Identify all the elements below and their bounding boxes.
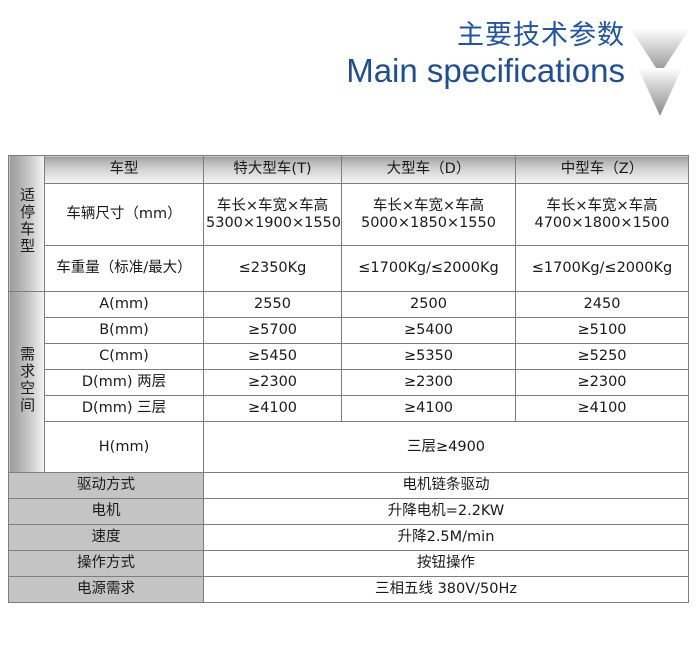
cell-dimension-b-t: ≥5700 <box>203 317 342 344</box>
cell-dimension-d-two-d: ≥2300 <box>341 369 516 396</box>
page-title-english: Main specifications <box>346 52 625 89</box>
row-label-dimension-d-three-level: D(mm) 三层 <box>44 395 204 422</box>
side-label-space-required-text: 需求空间 <box>18 345 37 414</box>
table-row-drive-method: 驱动方式 电机链条驱动 <box>8 472 689 499</box>
row-label-operation-method: 操作方式 <box>8 550 204 577</box>
double-chevron-down-icon <box>629 26 691 118</box>
cell-dimension-c-t: ≥5450 <box>203 343 342 370</box>
cell-vehicle-size-d-line1: 车长×车宽×车高 <box>372 197 485 214</box>
row-label-motor: 电机 <box>8 498 204 525</box>
cell-dimension-d-three-z: ≥4100 <box>515 395 689 422</box>
cell-speed-value: 升降2.5M/min <box>203 524 689 551</box>
cell-operation-method-value: 按钮操作 <box>203 550 689 577</box>
table-row-dimension-h: H(mm) 三层≥4900 <box>9 421 689 473</box>
table-row-dimension-c: C(mm) ≥5450 ≥5350 ≥5250 <box>9 343 689 370</box>
row-label-vehicle-weight: 车重量（标准/最大） <box>44 245 204 292</box>
cell-dimension-c-d: ≥5350 <box>341 343 516 370</box>
page-title-chinese: 主要技术参数 <box>457 20 625 51</box>
cell-vehicle-size-t-line2: 5300×1900×1550 <box>206 214 342 231</box>
cell-dimension-b-d: ≥5400 <box>341 317 516 344</box>
table-row-dimension-a: 需求空间 A(mm) 2550 2500 2450 <box>8 291 689 473</box>
column-header-category: 车型 <box>44 155 204 184</box>
cell-dimension-d-three-t: ≥4100 <box>203 395 342 422</box>
cell-dimension-a-d: 2500 <box>341 291 516 318</box>
cell-dimension-d-two-t: ≥2300 <box>203 369 342 396</box>
specifications-table: 适停车型 车型 特大型车(T) 大型车（D） 中型车（Z） 车辆尺寸（mm） 车… <box>8 155 689 603</box>
row-label-dimension-h: H(mm) <box>44 421 204 473</box>
table-row-column-headers: 适停车型 车型 特大型车(T) 大型车（D） 中型车（Z） <box>8 155 689 292</box>
page-header: 主要技术参数 Main specifications <box>0 0 700 140</box>
column-header-type-d: 大型车（D） <box>341 155 516 184</box>
table-row-motor: 电机 升降电机=2.2KW <box>8 498 689 525</box>
row-label-power-requirement: 电源需求 <box>8 576 204 603</box>
cell-vehicle-size-d-line2: 5000×1850×1550 <box>360 214 496 231</box>
cell-dimension-a-z: 2450 <box>515 291 689 318</box>
table-row-dimension-d-three-level: D(mm) 三层 ≥4100 ≥4100 ≥4100 <box>9 395 689 422</box>
table-row-dimension-b: B(mm) ≥5700 ≥5400 ≥5100 <box>9 317 689 344</box>
cell-vehicle-weight-d: ≤1700Kg/≤2000Kg <box>341 245 516 292</box>
table-row-vehicle-weight: 车重量（标准/最大） ≤2350Kg ≤1700Kg/≤2000Kg ≤1700… <box>9 245 689 292</box>
cell-dimension-d-three-d: ≥4100 <box>341 395 516 422</box>
column-header-type-z: 中型车（Z） <box>515 155 689 184</box>
cell-dimension-h-value: 三层≥4900 <box>203 421 689 473</box>
cell-vehicle-weight-z: ≤1700Kg/≤2000Kg <box>515 245 689 292</box>
side-label-vehicle-types-text: 适停车型 <box>18 187 37 256</box>
cell-drive-method-value: 电机链条驱动 <box>203 472 689 499</box>
cell-vehicle-size-z-line1: 车长×车宽×车高 <box>546 197 658 214</box>
cell-power-requirement-value: 三相五线 380V/50Hz <box>203 576 689 603</box>
row-label-vehicle-size: 车辆尺寸（mm） <box>44 183 204 246</box>
row-label-dimension-b: B(mm) <box>44 317 204 344</box>
cell-motor-value: 升降电机=2.2KW <box>203 498 689 525</box>
row-label-speed: 速度 <box>8 524 204 551</box>
cell-dimension-b-z: ≥5100 <box>515 317 689 344</box>
side-label-space-required: 需求空间 <box>8 291 45 473</box>
cell-dimension-a-t: 2550 <box>203 291 342 318</box>
cell-vehicle-size-t: 车长×车宽×车高 5300×1900×1550 <box>203 183 342 246</box>
table-row-speed: 速度 升降2.5M/min <box>8 524 689 551</box>
column-header-type-t: 特大型车(T) <box>203 155 342 184</box>
row-label-dimension-a: A(mm) <box>44 291 204 318</box>
cell-vehicle-size-z-line2: 4700×1800×1500 <box>534 214 670 231</box>
cell-vehicle-size-z: 车长×车宽×车高 4700×1800×1500 <box>515 183 689 246</box>
table-row-vehicle-size: 车辆尺寸（mm） 车长×车宽×车高 5300×1900×1550 车长×车宽×车… <box>9 183 689 246</box>
side-label-vehicle-types: 适停车型 <box>8 155 45 292</box>
table-row-dimension-d-two-level: D(mm) 两层 ≥2300 ≥2300 ≥2300 <box>9 369 689 396</box>
cell-dimension-c-z: ≥5250 <box>515 343 689 370</box>
cell-vehicle-size-t-line1: 车长×车宽×车高 <box>216 197 329 214</box>
table-row-operation-method: 操作方式 按钮操作 <box>8 550 689 577</box>
row-label-dimension-d-two-level: D(mm) 两层 <box>44 369 204 396</box>
cell-vehicle-weight-t: ≤2350Kg <box>203 245 342 292</box>
cell-vehicle-size-d: 车长×车宽×车高 5000×1850×1550 <box>341 183 516 246</box>
row-label-dimension-c: C(mm) <box>44 343 204 370</box>
header-title-group: 主要技术参数 Main specifications <box>346 22 625 87</box>
cell-dimension-d-two-z: ≥2300 <box>515 369 689 396</box>
row-label-drive-method: 驱动方式 <box>8 472 204 499</box>
table-row-power-requirement: 电源需求 三相五线 380V/50Hz <box>8 576 689 603</box>
